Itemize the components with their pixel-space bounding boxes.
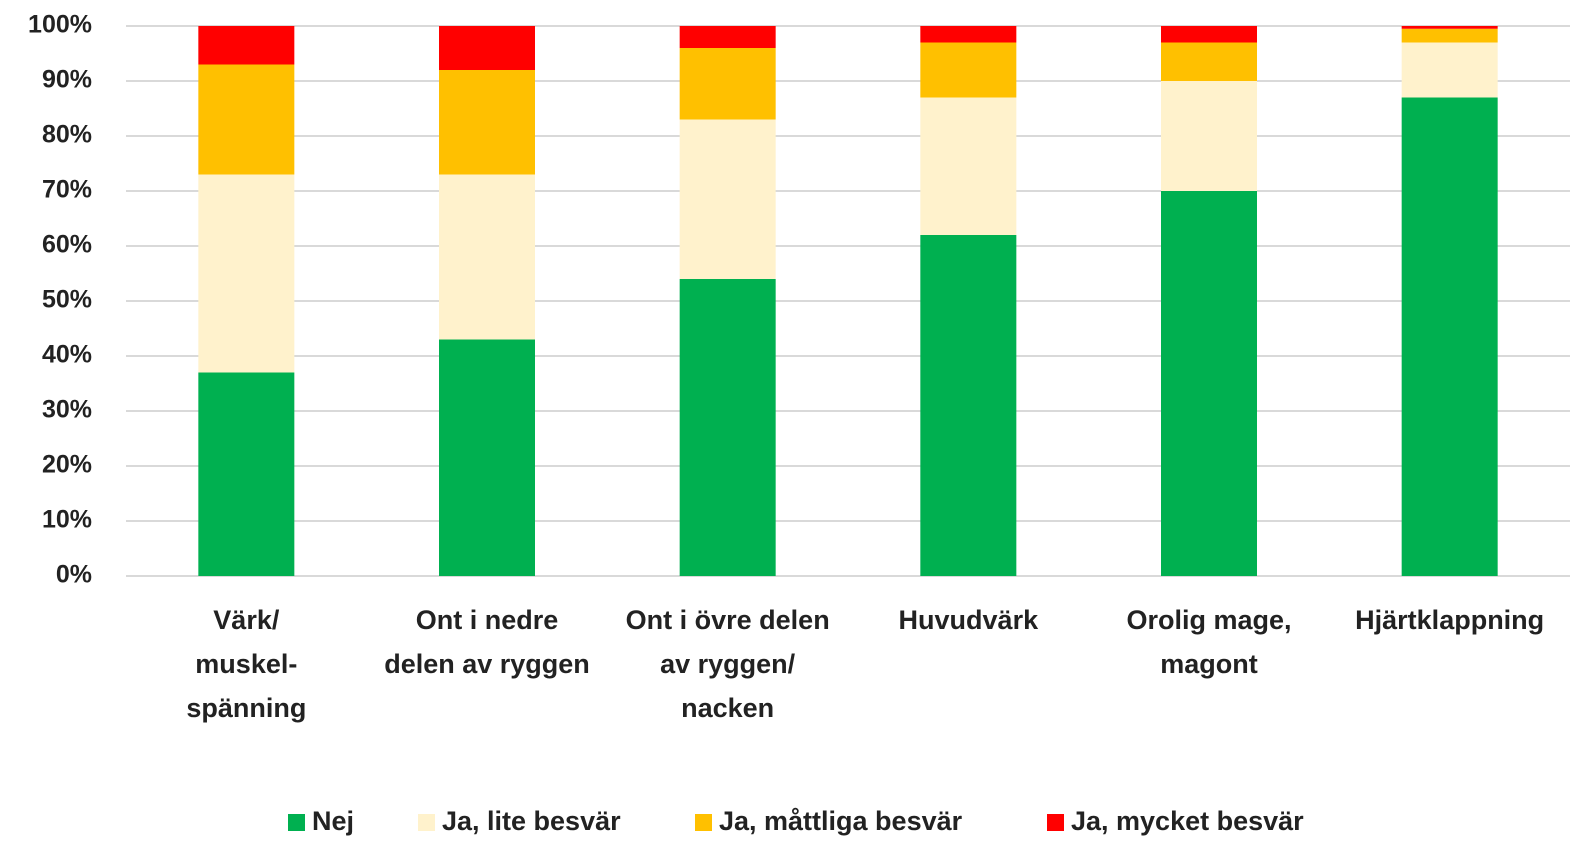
bar-segment [920,26,1017,43]
y-tick-label: 30% [42,396,92,424]
legend-label: Ja, mycket besvär [1071,806,1304,836]
bar-segment [679,279,776,576]
bar-segment [439,26,535,70]
legend-swatch [288,814,305,831]
y-tick-label: 50% [42,286,92,314]
bar-segment [439,70,535,175]
legend-swatch [695,814,712,831]
bar-segment [679,48,776,120]
label-line: spänning [186,693,306,723]
y-tick-label: 90% [42,66,92,94]
y-tick-label: 40% [42,341,92,369]
y-tick-label: 100% [28,11,92,39]
bar-segment [1161,26,1257,43]
y-tick-label: 80% [42,121,92,149]
label-line: Ont i övre delen [626,605,830,635]
label-line: Huvudvärk [899,605,1040,635]
bar-segment [198,26,295,65]
bar-segment [679,26,776,48]
label-line: Hjärtklappning [1355,605,1544,635]
y-tick-label: 20% [42,451,92,479]
legend-swatch [418,814,435,831]
bar-segment [439,174,535,340]
label-line: Ont i nedre [416,605,559,635]
bar-segment [920,235,1017,576]
bar-segment [198,174,295,373]
x-tick-label: Huvudvärk [899,605,1040,635]
legend-label: Nej [312,806,354,836]
x-tick-label: Ont i övre delen av ryggen/nacken [626,605,830,723]
legend-label: Ja, måttliga besvär [719,806,963,836]
bar-segment [1161,42,1257,81]
legend-label: Ja, lite besvär [442,806,621,836]
bar-segment [1401,26,1498,29]
label-line: nacken [681,693,774,723]
label-line: av ryggen/ [660,649,796,679]
bar-segment [920,97,1017,235]
bar-segment [679,119,776,279]
label-line: delen av ryggen [384,649,590,679]
bar-segment [1161,191,1257,576]
x-tick-label: Värk/muskel-spänning [186,605,306,723]
x-tick-label: Hjärtklappning [1355,605,1544,635]
label-line: magont [1160,649,1258,679]
x-tick-label: Orolig mage, magont [1126,605,1291,679]
y-tick-label: 0% [56,561,92,589]
bar-segment [1401,28,1498,43]
x-tick-label: Ont i nedre delen av ryggen [384,605,590,679]
legend-swatch [1047,814,1064,831]
bar-segment [1401,42,1498,98]
label-line: Värk/ [213,605,280,635]
y-tick-label: 70% [42,176,92,204]
y-tick-label: 10% [42,506,92,534]
bar-segment [198,372,295,576]
bar-segment [1161,81,1257,191]
bar-segment [439,339,535,576]
bar-segment [920,42,1017,98]
bar-segment [198,64,295,175]
bar-segment [1401,97,1498,576]
label-line: muskel- [195,649,297,679]
label-line: Orolig mage, [1126,605,1291,635]
y-tick-label: 60% [42,231,92,259]
